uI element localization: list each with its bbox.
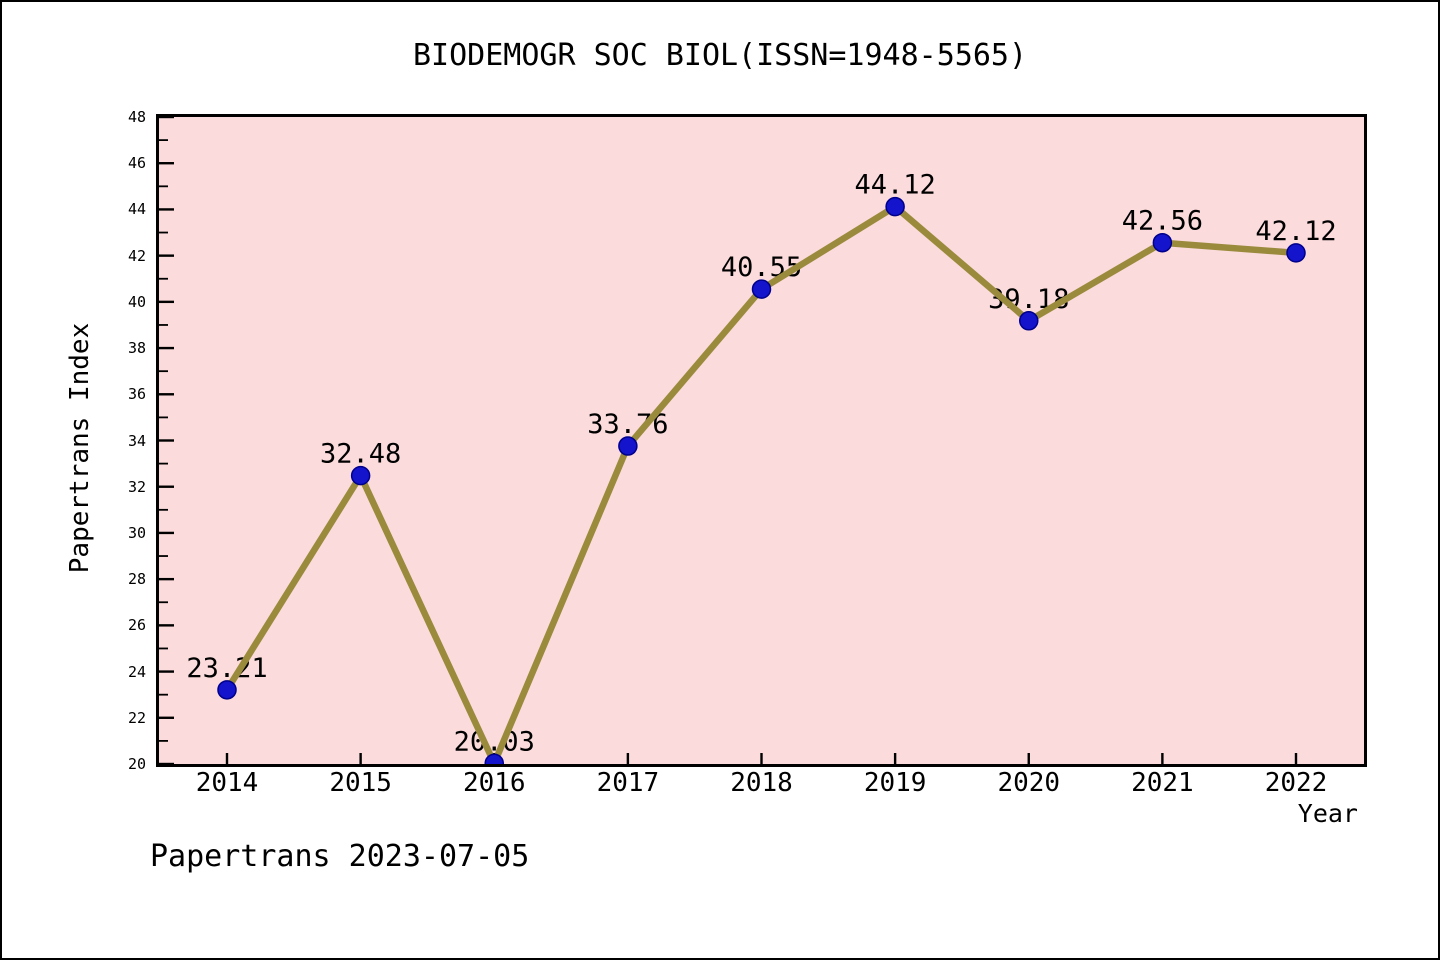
value-label: 44.12	[854, 170, 935, 201]
y-tick-label: 20	[127, 755, 146, 773]
line-chart-svg: 23.2132.4820.0333.7640.5544.1239.1842.56…	[159, 117, 1364, 764]
y-tick-label: 40	[127, 292, 146, 311]
chart-title: BIODEMOGR SOC BIOL(ISSN=1948-5565)	[412, 38, 1028, 73]
y-tick-label: 46	[127, 154, 146, 173]
value-label: 32.48	[320, 439, 401, 470]
data-point-marker	[1019, 311, 1039, 331]
data-point-marker	[217, 680, 237, 700]
x-axis-label: Year	[1297, 799, 1358, 828]
value-label: 23.21	[186, 653, 267, 684]
x-tick-label: 2019	[863, 768, 927, 798]
y-tick-label: 44	[127, 200, 146, 219]
plot-area: 23.21 32.48 20.03 33.76 40.55 44.12 39.18 42.56…	[156, 114, 1367, 767]
y-tick-label: 22	[127, 708, 146, 727]
y-tick-label: 28	[127, 570, 146, 589]
value-label: 42.56	[1122, 206, 1203, 237]
watermark-text: Papertrans 2023-07-05	[150, 839, 530, 874]
y-tick-label: 24	[127, 662, 146, 681]
y-tick-label: 36	[127, 385, 146, 404]
data-point-marker	[751, 279, 772, 299]
y-tick-label: 48	[127, 108, 146, 126]
y-tick-label: 42	[127, 246, 146, 265]
x-tick-label: 2014	[195, 768, 259, 798]
x-tick-label: 2021	[1131, 768, 1194, 798]
y-axis-label: Papertrans Index	[65, 322, 95, 574]
x-tick-label: 2015	[329, 768, 392, 798]
value-label: 20.03	[454, 726, 535, 757]
x-tick-label: 2020	[997, 768, 1061, 798]
x-tick-label: 2018	[730, 768, 793, 798]
y-tick-label: 30	[127, 523, 146, 542]
data-point-marker	[1286, 243, 1306, 263]
value-label: 42.12	[1255, 216, 1336, 247]
x-tick-label: 2017	[596, 768, 660, 798]
y-tick-label: 32	[127, 477, 146, 496]
data-point-marker	[1152, 232, 1173, 253]
data-point-marker	[350, 465, 371, 486]
value-label: 40.55	[721, 252, 802, 283]
x-tick-label: 2016	[462, 768, 526, 798]
y-tick-label: 34	[127, 431, 146, 450]
data-point-marker	[618, 436, 638, 456]
y-tick-label: 26	[127, 616, 146, 635]
data-point-marker	[885, 196, 905, 217]
x-tick-label: 2022	[1264, 768, 1328, 798]
y-tick-label: 38	[127, 339, 146, 358]
data-point-marker	[484, 753, 504, 764]
